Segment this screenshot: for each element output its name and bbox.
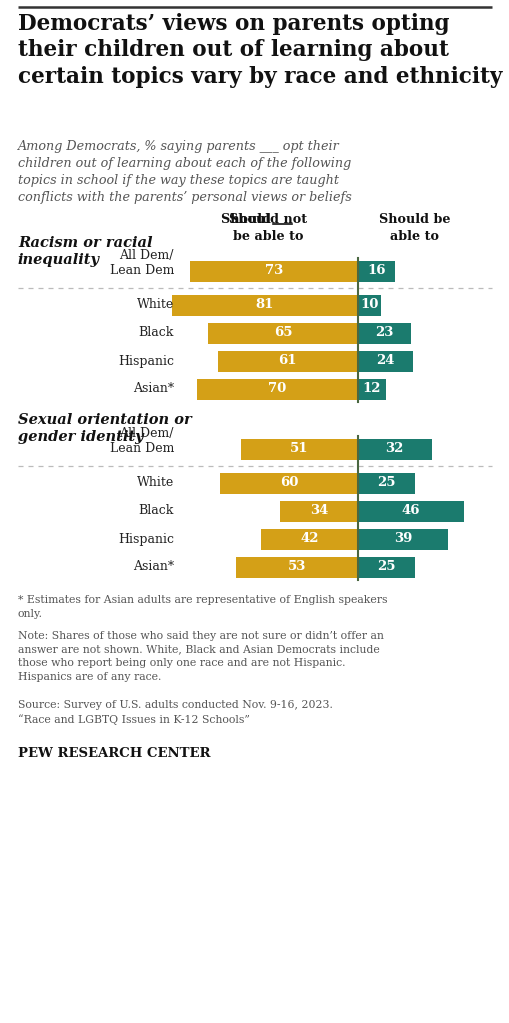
Bar [357, 322, 410, 344]
Bar [240, 439, 357, 459]
Text: 65: 65 [273, 326, 292, 340]
Text: Hispanic: Hispanic [118, 355, 174, 367]
Text: 60: 60 [279, 477, 298, 489]
Text: All Dem/
Lean Dem: All Dem/ Lean Dem [109, 249, 174, 277]
Text: 51: 51 [290, 443, 308, 455]
Bar [357, 261, 394, 281]
Text: 61: 61 [278, 355, 297, 367]
Text: topics in school if the way these topics are taught: topics in school if the way these topics… [18, 174, 338, 187]
Text: 42: 42 [300, 533, 318, 545]
Bar [190, 261, 357, 281]
Text: Among Democrats, % saying parents ___ opt their: Among Democrats, % saying parents ___ op… [18, 140, 339, 153]
Bar [217, 351, 357, 371]
Text: Racism or racial
inequality: Racism or racial inequality [18, 236, 152, 267]
Bar [357, 529, 447, 549]
Text: Democrats’ views on parents opting
their children out of learning about
certain : Democrats’ views on parents opting their… [18, 13, 501, 88]
Bar [196, 379, 357, 400]
Text: White: White [136, 477, 174, 489]
Bar [357, 295, 380, 315]
Text: conflicts with the parents’ personal views or beliefs: conflicts with the parents’ personal vie… [18, 191, 351, 204]
Text: Hispanic: Hispanic [118, 533, 174, 545]
Bar [357, 439, 431, 459]
Bar [357, 379, 385, 400]
Bar [357, 500, 463, 522]
Text: Should not
be able to: Should not be able to [229, 213, 306, 243]
Text: White: White [136, 299, 174, 311]
Text: Should be
able to: Should be able to [379, 213, 450, 243]
Bar [236, 557, 357, 578]
Text: 70: 70 [268, 383, 286, 396]
Text: Sexual orientation or
gender identity: Sexual orientation or gender identity [18, 413, 191, 444]
Text: 16: 16 [366, 265, 385, 277]
Text: PEW RESEARCH CENTER: PEW RESEARCH CENTER [18, 747, 210, 760]
Text: 25: 25 [377, 561, 395, 574]
Bar [172, 295, 357, 315]
Text: Should: Should [221, 213, 275, 226]
Text: Source: Survey of U.S. adults conducted Nov. 9-16, 2023.
“Race and LGBTQ Issues : Source: Survey of U.S. adults conducted … [18, 700, 332, 724]
Text: Black: Black [138, 504, 174, 518]
Text: Note: Shares of those who said they are not sure or didn’t offer an
answer are n: Note: Shares of those who said they are … [18, 631, 383, 681]
Text: children out of learning about each of the following: children out of learning about each of t… [18, 157, 351, 170]
Bar [208, 322, 357, 344]
Bar [261, 529, 357, 549]
Text: 39: 39 [393, 533, 411, 545]
Bar [357, 473, 415, 493]
Text: 46: 46 [401, 504, 419, 518]
Text: 32: 32 [385, 443, 403, 455]
Text: 23: 23 [375, 326, 393, 340]
Text: 53: 53 [287, 561, 305, 574]
Text: 34: 34 [309, 504, 327, 518]
Text: * Estimates for Asian adults are representative of English speakers
only.: * Estimates for Asian adults are represe… [18, 595, 387, 619]
Bar [279, 500, 357, 522]
Text: 25: 25 [377, 477, 395, 489]
Text: 24: 24 [376, 355, 394, 367]
Bar [219, 473, 357, 493]
Text: Asian*: Asian* [133, 561, 174, 574]
Text: All Dem/
Lean Dem: All Dem/ Lean Dem [109, 427, 174, 455]
Text: Black: Black [138, 326, 174, 340]
Bar [357, 557, 415, 578]
Text: Asian*: Asian* [133, 383, 174, 396]
Text: 81: 81 [255, 299, 273, 311]
Text: 73: 73 [264, 265, 282, 277]
Text: 12: 12 [362, 383, 380, 396]
Text: 10: 10 [359, 299, 378, 311]
Bar [357, 351, 412, 371]
